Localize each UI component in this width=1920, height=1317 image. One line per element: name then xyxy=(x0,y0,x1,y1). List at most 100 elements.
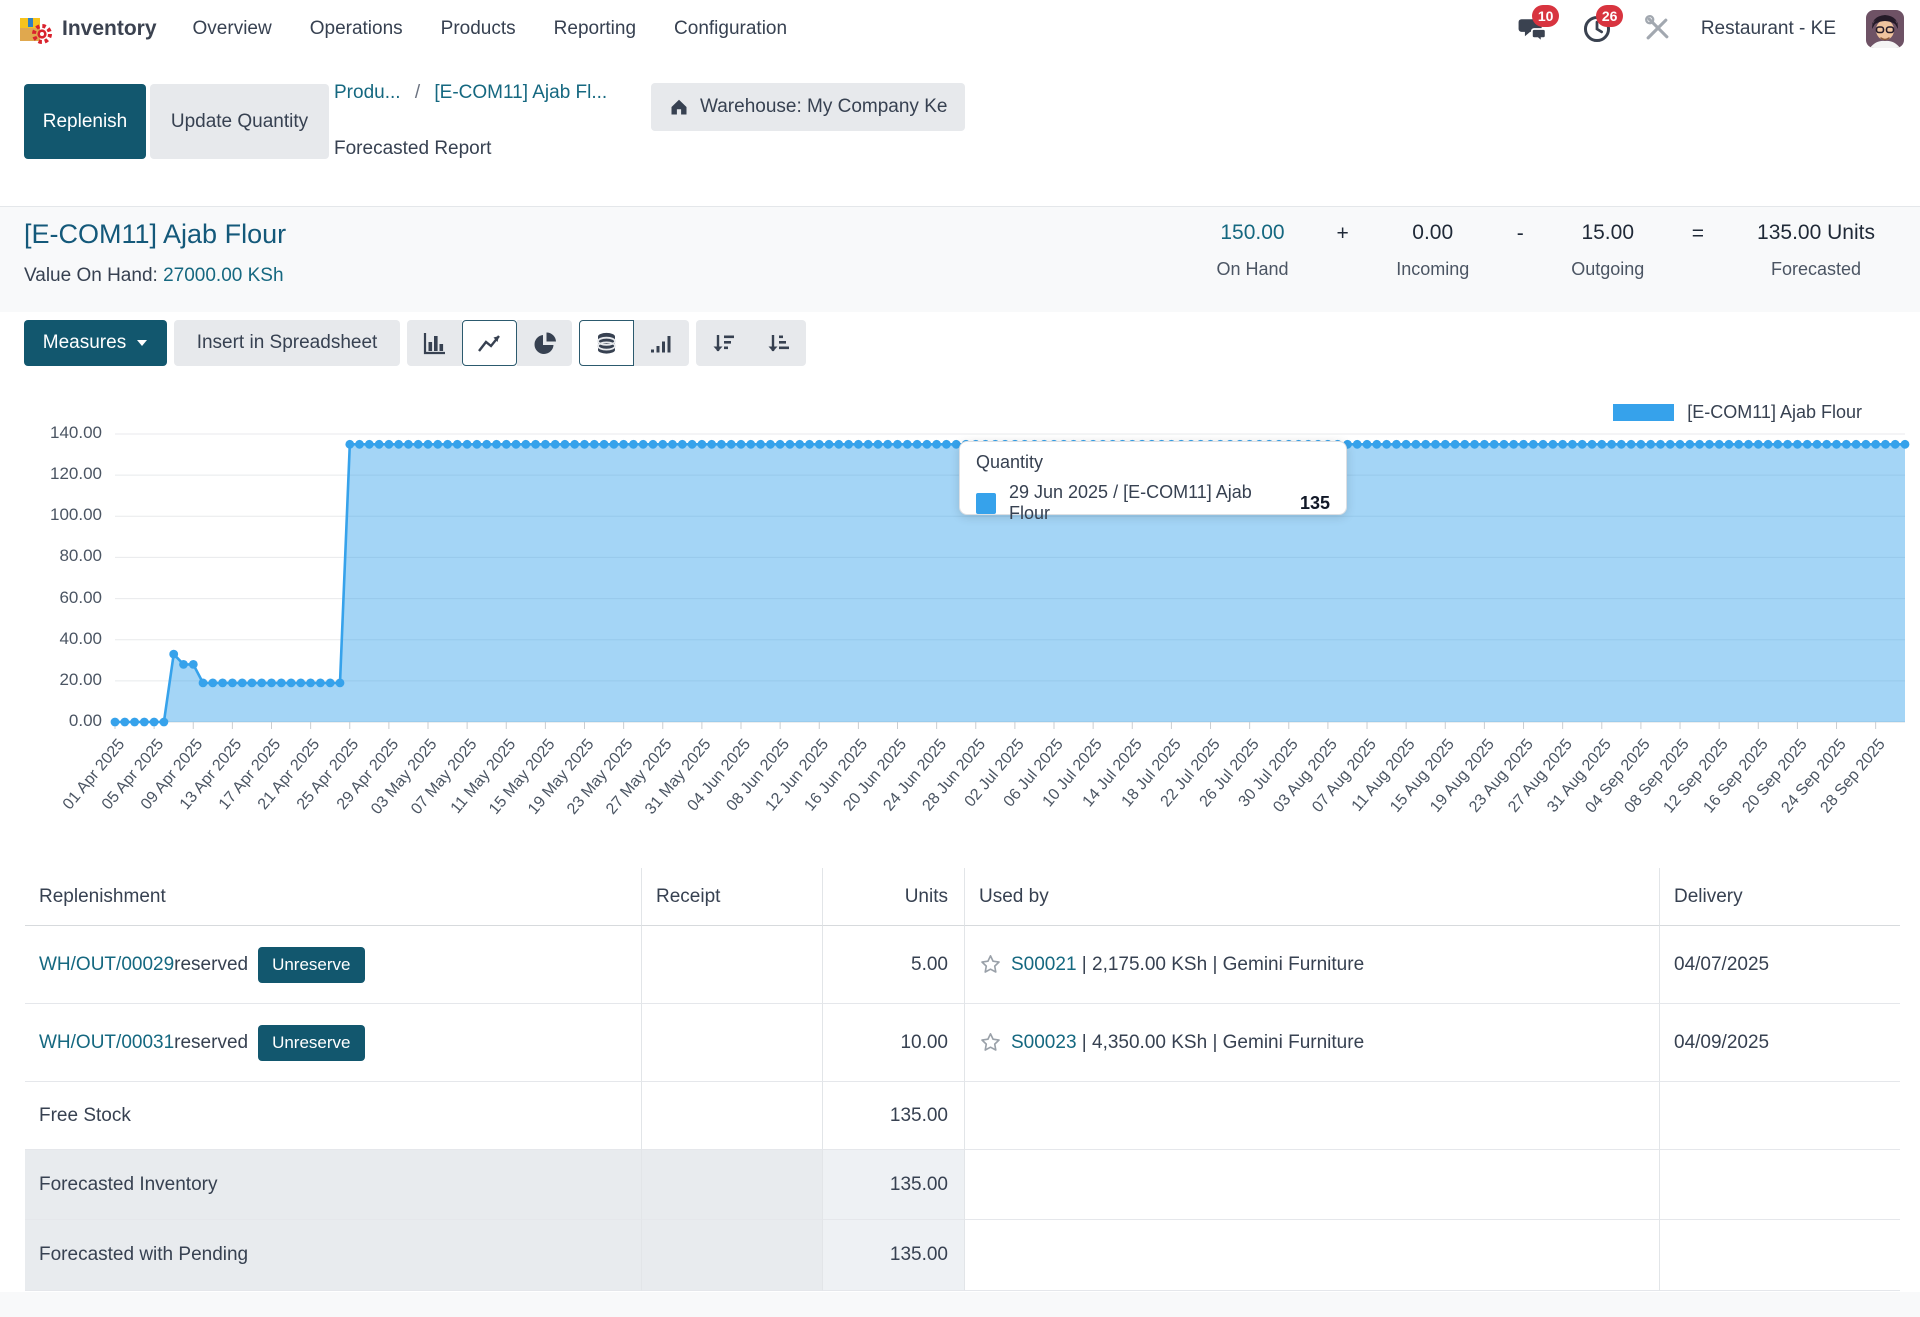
data-point[interactable] xyxy=(111,718,120,727)
sale-order-link[interactable]: S00023 xyxy=(1011,1032,1077,1054)
data-point[interactable] xyxy=(189,660,198,669)
data-point[interactable] xyxy=(1764,440,1773,449)
data-point[interactable] xyxy=(1549,440,1558,449)
data-point[interactable] xyxy=(1500,440,1509,449)
data-point[interactable] xyxy=(727,440,736,449)
data-point[interactable] xyxy=(385,440,394,449)
data-point[interactable] xyxy=(1460,440,1469,449)
data-point[interactable] xyxy=(277,679,286,688)
data-point[interactable] xyxy=(1402,440,1411,449)
service-tools-icon[interactable] xyxy=(1644,15,1671,42)
data-point[interactable] xyxy=(619,440,628,449)
data-point[interactable] xyxy=(1627,440,1636,449)
stacked-data-button[interactable] xyxy=(579,320,634,366)
data-point[interactable] xyxy=(776,440,785,449)
data-point[interactable] xyxy=(1822,440,1831,449)
data-point[interactable] xyxy=(1382,440,1391,449)
data-point[interactable] xyxy=(365,440,374,449)
data-point[interactable] xyxy=(267,679,276,688)
data-point[interactable] xyxy=(1617,440,1626,449)
data-point[interactable] xyxy=(296,679,305,688)
data-point[interactable] xyxy=(1392,440,1401,449)
star-icon[interactable] xyxy=(979,953,1002,976)
search-facet-warehouse[interactable]: Warehouse: My Company Ke xyxy=(651,83,965,131)
data-point[interactable] xyxy=(590,440,599,449)
data-point[interactable] xyxy=(737,440,746,449)
data-point[interactable] xyxy=(316,679,325,688)
data-point[interactable] xyxy=(903,440,912,449)
data-point[interactable] xyxy=(756,440,765,449)
data-point[interactable] xyxy=(1842,440,1851,449)
unreserve-button[interactable]: Unreserve xyxy=(258,1025,364,1061)
data-point[interactable] xyxy=(746,440,755,449)
data-point[interactable] xyxy=(805,440,814,449)
data-point[interactable] xyxy=(1637,440,1646,449)
data-point[interactable] xyxy=(463,440,472,449)
inventory-app-icon[interactable] xyxy=(16,11,52,47)
data-point[interactable] xyxy=(1676,440,1685,449)
column-header-receipt[interactable]: Receipt xyxy=(642,868,823,926)
data-point[interactable] xyxy=(1578,440,1587,449)
messages-button[interactable]: 10 xyxy=(1516,12,1550,46)
data-point[interactable] xyxy=(1881,440,1890,449)
data-point[interactable] xyxy=(306,679,315,688)
data-point[interactable] xyxy=(668,440,677,449)
data-point[interactable] xyxy=(1783,440,1792,449)
replenish-button[interactable]: Replenish xyxy=(24,84,146,159)
data-point[interactable] xyxy=(492,440,501,449)
data-point[interactable] xyxy=(570,440,579,449)
data-point[interactable] xyxy=(1431,440,1440,449)
breadcrumb-product-link[interactable]: [E-COM11] Ajab Fl... xyxy=(434,82,607,103)
data-point[interactable] xyxy=(698,440,707,449)
data-point[interactable] xyxy=(443,440,452,449)
breadcrumb-products-link[interactable]: Produ... xyxy=(334,82,401,103)
menu-operations[interactable]: Operations xyxy=(310,18,403,40)
data-point[interactable] xyxy=(414,440,423,449)
app-name[interactable]: Inventory xyxy=(62,17,157,41)
data-point[interactable] xyxy=(825,440,834,449)
pie-chart-button[interactable] xyxy=(517,320,572,366)
measures-button[interactable]: Measures xyxy=(24,320,167,366)
menu-reporting[interactable]: Reporting xyxy=(554,18,636,40)
data-point[interactable] xyxy=(482,440,491,449)
data-point[interactable] xyxy=(795,440,804,449)
data-point[interactable] xyxy=(844,440,853,449)
data-point[interactable] xyxy=(453,440,462,449)
data-point[interactable] xyxy=(1509,440,1518,449)
data-point[interactable] xyxy=(1705,440,1714,449)
data-point[interactable] xyxy=(707,440,716,449)
data-point[interactable] xyxy=(248,679,257,688)
update-quantity-button[interactable]: Update Quantity xyxy=(150,84,329,159)
cumulative-button[interactable] xyxy=(634,320,689,366)
data-point[interactable] xyxy=(923,440,932,449)
data-point[interactable] xyxy=(1558,440,1567,449)
user-avatar[interactable] xyxy=(1866,10,1904,48)
on-hand-value[interactable]: 150.00 xyxy=(1220,221,1284,245)
data-point[interactable] xyxy=(874,440,883,449)
data-point[interactable] xyxy=(345,440,354,449)
data-point[interactable] xyxy=(1734,440,1743,449)
data-point[interactable] xyxy=(228,679,237,688)
data-point[interactable] xyxy=(688,440,697,449)
data-point[interactable] xyxy=(678,440,687,449)
data-point[interactable] xyxy=(1744,440,1753,449)
data-point[interactable] xyxy=(551,440,560,449)
data-point[interactable] xyxy=(766,440,775,449)
data-point[interactable] xyxy=(883,440,892,449)
data-point[interactable] xyxy=(834,440,843,449)
data-point[interactable] xyxy=(629,440,638,449)
data-point[interactable] xyxy=(658,440,667,449)
data-point[interactable] xyxy=(1421,440,1430,449)
sort-descending-button[interactable] xyxy=(696,320,751,366)
data-point[interactable] xyxy=(1372,440,1381,449)
data-point[interactable] xyxy=(238,679,247,688)
data-point[interactable] xyxy=(169,650,178,659)
data-point[interactable] xyxy=(1773,440,1782,449)
data-point[interactable] xyxy=(404,440,413,449)
star-icon[interactable] xyxy=(979,1031,1002,1054)
data-point[interactable] xyxy=(375,440,384,449)
data-point[interactable] xyxy=(913,440,922,449)
data-point[interactable] xyxy=(786,440,795,449)
data-point[interactable] xyxy=(326,679,335,688)
data-point[interactable] xyxy=(1441,440,1450,449)
